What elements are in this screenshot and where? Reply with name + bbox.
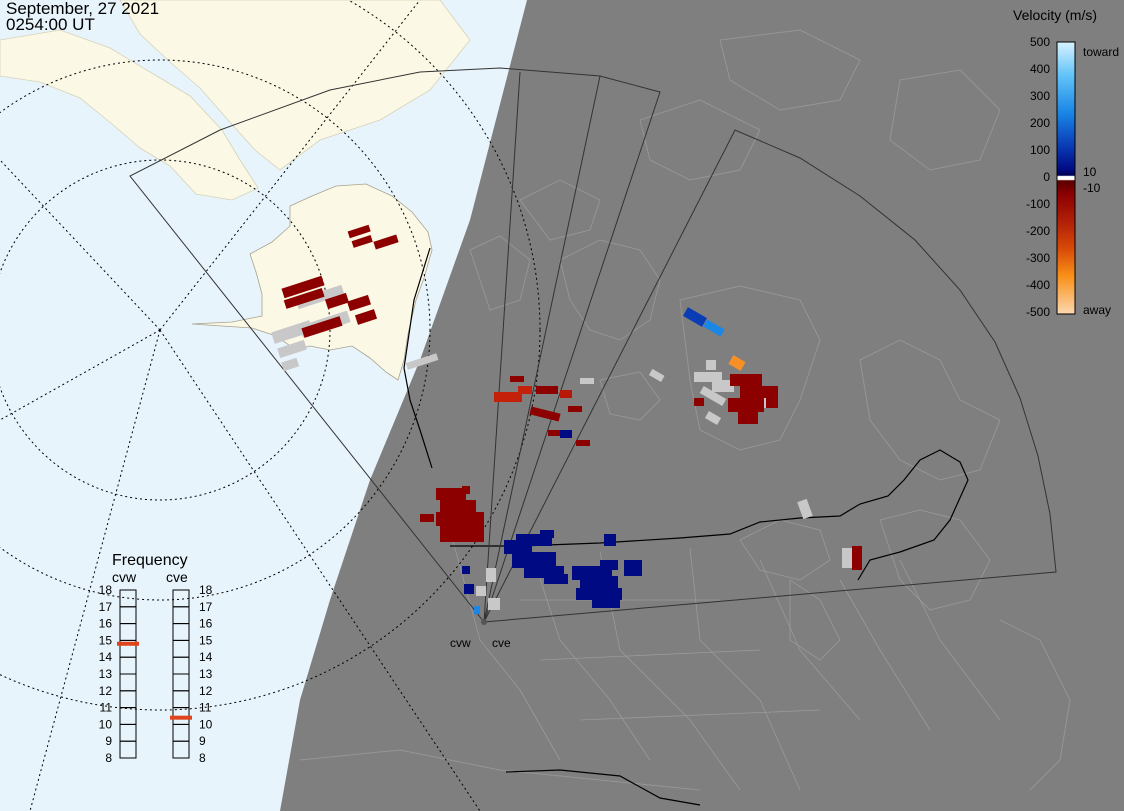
- vel-label-neg10: -10: [1083, 181, 1101, 195]
- freq-tick-left: 15: [99, 633, 113, 647]
- vel-label-toward: toward: [1083, 45, 1119, 59]
- vel-tick-200: 200: [1030, 116, 1050, 130]
- national-borders: [403, 247, 969, 806]
- land-chukotka: [119, 0, 471, 171]
- freq-tick-left: 12: [99, 684, 113, 698]
- freq-tick-right: 11: [199, 701, 212, 715]
- freq-tick-right: 16: [199, 617, 213, 631]
- freq-tick-left: 14: [99, 650, 113, 664]
- graticule: [0, 0, 541, 811]
- freq-tick-left: 8: [105, 751, 112, 765]
- freq-cell: [119, 740, 137, 759]
- freq-tick-right: 18: [199, 583, 213, 597]
- freq-cell: [172, 740, 190, 759]
- vel-tick-300: 300: [1030, 89, 1050, 103]
- freq-tick-right: 14: [199, 650, 213, 664]
- vel-tick-neg300: -300: [1026, 251, 1050, 265]
- radar-sites: cvw cve: [450, 619, 511, 650]
- frequency-panel: Frequency cvw cve 18 17 16 15 14 13 12 11 10 9 8 1…: [99, 552, 213, 765]
- freq-tick-left: 10: [99, 717, 113, 731]
- vel-tick-100: 100: [1030, 143, 1050, 157]
- vel-tick-0: 0: [1043, 170, 1050, 184]
- date-label: September, 27 2021: [6, 0, 160, 18]
- freq-radar-label-cvw: cvw: [112, 569, 137, 585]
- vel-tick-neg500: -500: [1026, 305, 1050, 319]
- freq-radar-label-cve: cve: [166, 569, 188, 585]
- radar-label-cve: cve: [492, 636, 511, 650]
- velocity-scale-title: Velocity (m/s): [1013, 7, 1097, 23]
- freq-tick-left: 11: [100, 701, 113, 715]
- land-siberia: [0, 29, 259, 201]
- freq-tick-right: 10: [199, 717, 213, 731]
- freq-tick-right: 9: [199, 734, 206, 748]
- vel-label-away: away: [1083, 303, 1111, 317]
- velocity-away: [281, 224, 862, 570]
- freq-tick-right: 12: [199, 684, 213, 698]
- frequency-title: Frequency: [112, 552, 188, 569]
- radar-label-cvw: cvw: [450, 636, 471, 650]
- vel-tick-neg400: -400: [1026, 278, 1050, 292]
- freq-tick-left: 18: [99, 583, 113, 597]
- velocity-toward-mid: [474, 307, 725, 614]
- vel-tick-500: 500: [1030, 35, 1050, 49]
- freq-tick-left: 16: [99, 617, 113, 631]
- freq-tick-left: 17: [99, 600, 113, 614]
- freq-tick-left: 13: [99, 667, 113, 681]
- velocity-colorbar: Velocity (m/s) 500 400 300 200 100 0 -10…: [1013, 7, 1119, 319]
- freq-tick-right: 8: [199, 751, 206, 765]
- freq-marker-cve: [170, 715, 192, 720]
- time-label: 0254:00 UT: [6, 15, 95, 34]
- freq-tick-right: 17: [199, 600, 213, 614]
- freq-tick-right: 15: [199, 633, 213, 647]
- velocity-toward: [462, 430, 642, 608]
- velocity-away-strong: [494, 355, 746, 402]
- freq-tick-left: 9: [105, 734, 112, 748]
- freq-tick-right: 13: [199, 667, 213, 681]
- night-coastlines: [299, 29, 1071, 791]
- radar-fields-of-view: [129, 67, 1057, 624]
- vel-tick-neg200: -200: [1026, 224, 1050, 238]
- vel-tick-neg100: -100: [1026, 197, 1050, 211]
- vel-tick-400: 400: [1030, 62, 1050, 76]
- vel-label-pos10: 10: [1083, 165, 1097, 179]
- freq-marker-cvw: [117, 641, 139, 646]
